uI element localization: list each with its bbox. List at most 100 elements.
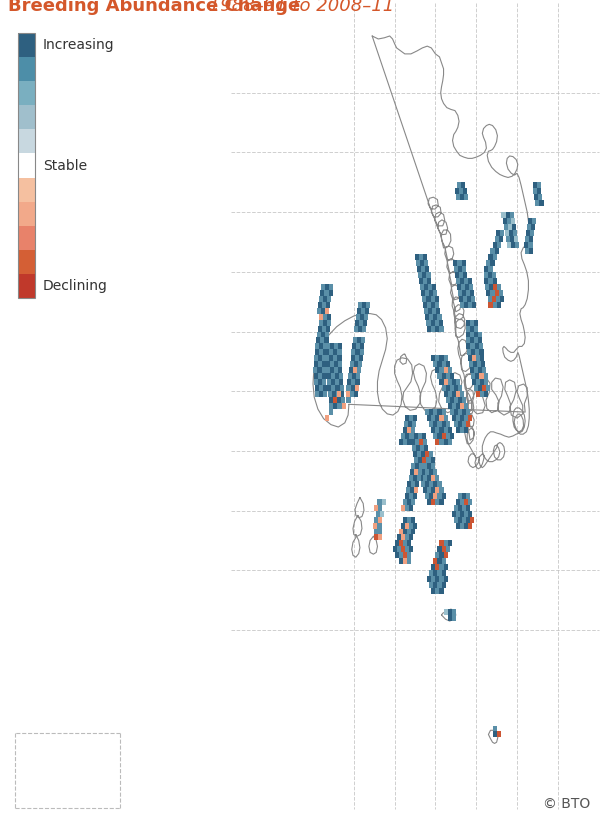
Bar [337, 350, 341, 356]
Bar [464, 499, 468, 504]
Bar [314, 350, 319, 356]
Bar [439, 356, 443, 361]
Bar [463, 266, 466, 272]
Bar [314, 361, 318, 367]
Bar [355, 379, 359, 385]
Bar [433, 290, 437, 295]
Bar [437, 481, 442, 486]
Bar [533, 188, 538, 194]
Bar [448, 427, 452, 433]
Bar [412, 445, 416, 451]
Bar [409, 504, 413, 510]
Bar [431, 319, 434, 326]
Bar [456, 427, 460, 433]
Bar [353, 337, 357, 343]
Bar [423, 439, 427, 445]
Bar [452, 615, 456, 621]
Bar [315, 391, 319, 398]
Bar [405, 523, 409, 528]
Bar [374, 534, 378, 541]
Bar [427, 499, 431, 504]
Bar [496, 230, 500, 236]
Bar [494, 236, 499, 242]
Bar [329, 290, 332, 295]
Bar [461, 182, 465, 188]
Bar [421, 290, 425, 295]
Bar [405, 433, 409, 439]
Bar [475, 350, 479, 356]
Bar [448, 615, 452, 621]
Bar [319, 379, 322, 385]
Bar [377, 499, 382, 504]
Bar [321, 308, 325, 314]
Bar [429, 290, 433, 295]
Bar [403, 439, 407, 445]
Bar [411, 517, 415, 523]
Bar [403, 427, 407, 433]
Bar [452, 609, 456, 615]
Bar [409, 433, 413, 439]
Bar [457, 284, 461, 290]
Bar [355, 385, 359, 391]
Bar [506, 236, 509, 242]
Bar [452, 403, 456, 409]
Bar [448, 403, 452, 409]
Bar [423, 253, 427, 260]
Bar [425, 409, 429, 415]
Bar [318, 302, 322, 308]
Bar [427, 576, 431, 582]
Bar [407, 517, 411, 523]
Bar [322, 374, 326, 379]
Bar [429, 582, 433, 588]
Bar [439, 367, 443, 374]
Bar [382, 499, 386, 504]
Bar [536, 182, 541, 188]
Bar [464, 194, 468, 200]
Bar [330, 361, 334, 367]
Bar [505, 230, 509, 236]
Bar [321, 332, 325, 337]
Bar [442, 433, 446, 439]
Bar [359, 356, 363, 361]
Bar [415, 463, 419, 469]
Bar [334, 403, 337, 409]
Bar [436, 427, 439, 433]
Bar [482, 367, 487, 374]
Bar [468, 302, 472, 308]
Bar [442, 374, 446, 379]
Bar [429, 469, 433, 475]
Bar [409, 523, 413, 528]
Bar [476, 379, 480, 385]
Bar [428, 308, 432, 314]
Bar [411, 439, 415, 445]
Bar [349, 367, 353, 374]
Bar [413, 523, 417, 528]
Bar [442, 421, 446, 427]
Bar [464, 403, 468, 409]
Bar [460, 499, 464, 504]
Bar [316, 337, 320, 343]
Bar [468, 510, 472, 517]
Bar [436, 565, 439, 570]
Bar [340, 391, 344, 398]
Bar [488, 253, 493, 260]
Bar [318, 326, 322, 332]
Bar [403, 528, 407, 534]
Text: © BTO: © BTO [543, 797, 590, 811]
Bar [419, 463, 423, 469]
Bar [484, 379, 488, 385]
Bar [458, 266, 463, 272]
Bar [409, 493, 413, 499]
Bar [319, 391, 323, 398]
Bar [442, 570, 446, 576]
Bar [410, 486, 414, 493]
Bar [320, 290, 325, 295]
Bar [436, 326, 439, 332]
Bar [397, 546, 401, 552]
Bar [466, 493, 470, 499]
Bar [469, 361, 473, 367]
Bar [443, 565, 448, 570]
Bar [427, 415, 431, 421]
Bar [423, 302, 427, 308]
Bar [460, 278, 464, 284]
